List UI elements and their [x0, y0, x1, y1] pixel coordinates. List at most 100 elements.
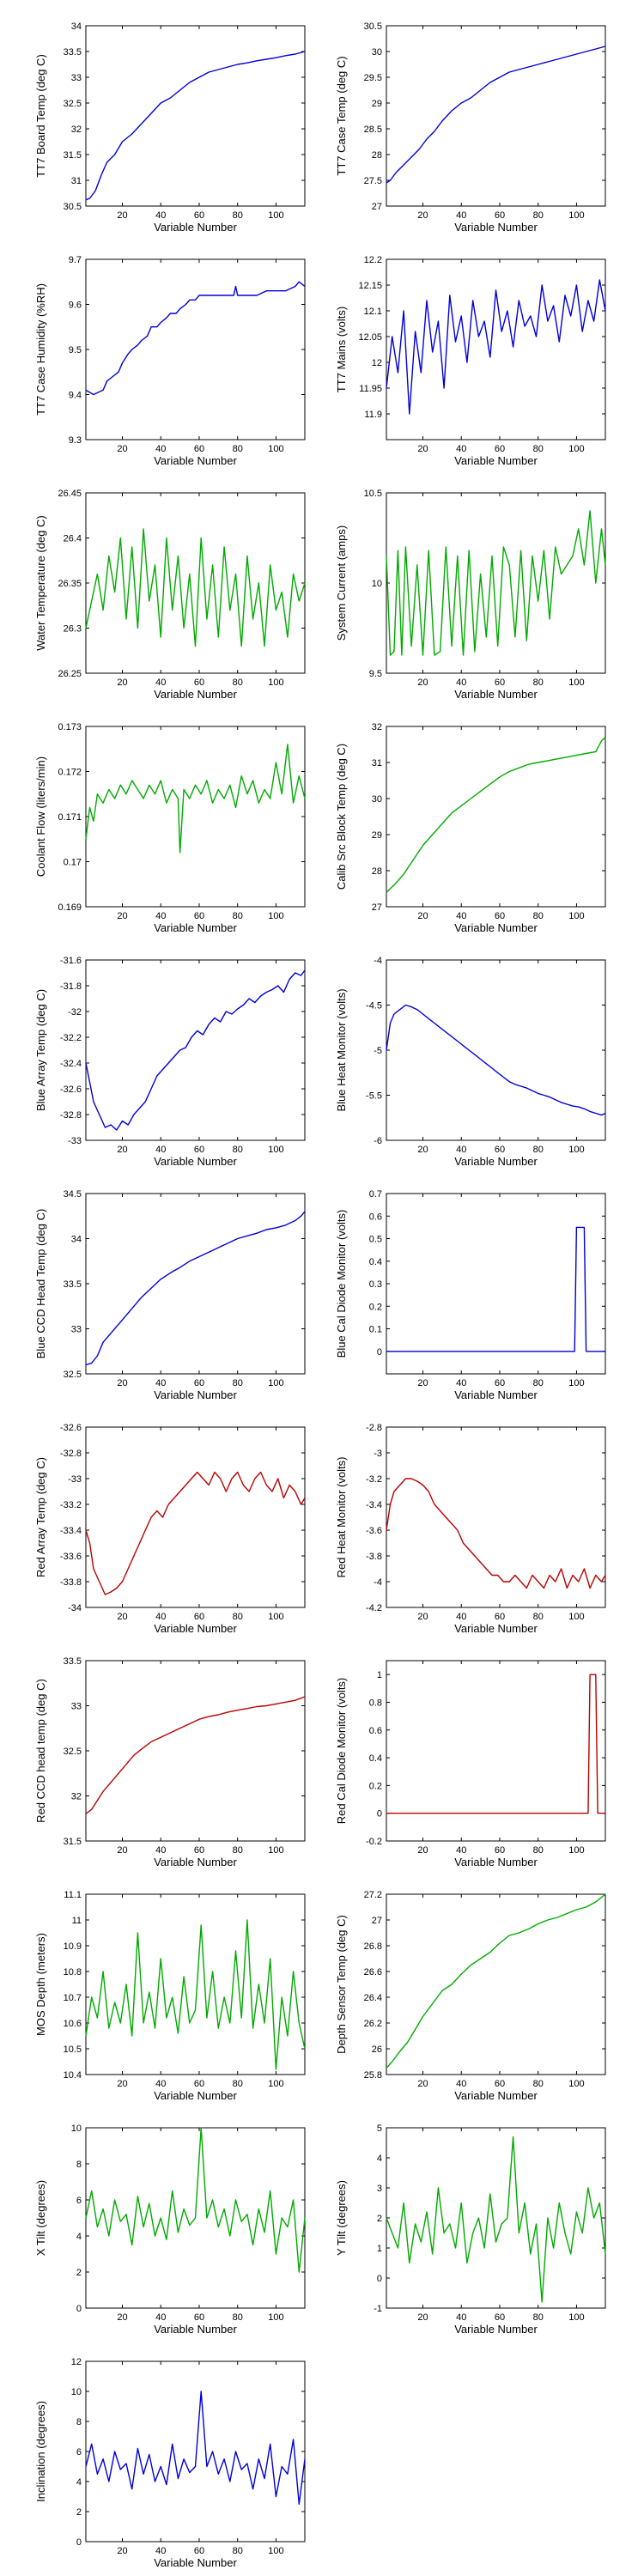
x-tick-label: 60: [194, 911, 204, 921]
chart-panel-11: 32.5 33 33.5 34 34.5 20 40 60 80 100 Variable Numb…: [34, 1189, 306, 1401]
y-tick-label: -5.5: [366, 1091, 382, 1102]
x-tick-label: 60: [495, 444, 505, 454]
y-tick-label: 27: [372, 1916, 382, 1926]
x-tick-label: 100: [568, 1145, 584, 1155]
chart-panel-13: -34 -33.8 -33.6 -33.4 -33.2 -33 -32.8 -32.6 20 40…: [34, 1423, 306, 1635]
y-tick-label: 31: [372, 758, 382, 769]
y-tick-label: 1: [377, 1670, 382, 1680]
plot-frame: [85, 25, 306, 207]
y-axis-label: Red Array Temp (deg C): [34, 1457, 47, 1577]
y-tick-label: 0.171: [58, 812, 82, 823]
chart-svg: 10.4 10.5 10.6 10.7 10.8 10.9 11 11.1 20 40 60 80 10…: [34, 1890, 306, 2102]
y-tick-label: 5: [377, 2123, 382, 2134]
y-tick-label: 0.3: [369, 1279, 382, 1290]
x-tick-label: 100: [568, 444, 584, 454]
x-tick-label: 80: [233, 1145, 243, 1155]
x-tick-label: 20: [117, 1378, 127, 1388]
y-tick-label: 31: [71, 176, 82, 186]
chart-panel-3: 9.3 9.4 9.5 9.6 9.7 20 40 60 80 100 Variable Numbe…: [34, 255, 306, 467]
x-tick-label: 60: [194, 2312, 204, 2323]
y-tick-label: -3: [374, 1449, 382, 1459]
y-tick-label: 10: [71, 2387, 82, 2397]
y-tick-label: -34: [68, 1603, 82, 1613]
y-axis-label: Y Tilt (degrees): [335, 2180, 348, 2256]
y-axis-label: Blue Cal Diode Monitor (volts): [335, 1210, 348, 1358]
x-tick-label: 20: [117, 2546, 127, 2556]
chart-svg: 32.5 33 33.5 34 34.5 20 40 60 80 100 Variable Numb…: [34, 1189, 306, 1401]
x-axis-label: Variable Number: [154, 454, 237, 467]
y-tick-label: 26: [372, 2044, 382, 2055]
y-axis-label: TT7 Board Temp (deg C): [34, 54, 47, 178]
plot-frame: [386, 959, 606, 1141]
x-tick-label: 80: [233, 2546, 243, 2556]
x-tick-label: 60: [194, 677, 204, 688]
y-tick-label: 2: [76, 2507, 82, 2518]
x-tick-label: 40: [456, 1612, 466, 1622]
x-tick-label: 20: [417, 2312, 428, 2323]
x-axis-label: Variable Number: [454, 1622, 538, 1635]
x-tick-label: 60: [194, 210, 204, 221]
x-tick-label: 60: [495, 2079, 505, 2089]
y-axis-label: X Tilt (degrees): [34, 2180, 47, 2256]
y-tick-label: 28: [372, 866, 382, 877]
chart-panel-12: 0 0.1 0.2 0.3 0.4 0.5 0.6 0.7 20 40 60 80 100 Variabl…: [335, 1189, 606, 1401]
y-tick-label: 30.5: [364, 21, 382, 32]
y-axis-label: Red Cal Diode Monitor (volts): [335, 1678, 348, 1825]
y-tick-label: 32: [372, 722, 382, 732]
y-axis-label: System Current (amps): [335, 526, 348, 641]
series-line: [85, 1696, 306, 1815]
y-tick-label: 29.5: [364, 73, 382, 83]
x-tick-label: 100: [568, 677, 584, 688]
y-tick-label: -33: [68, 1474, 82, 1485]
x-axis-label: Variable Number: [154, 2323, 237, 2336]
y-tick-label: 6: [76, 2196, 82, 2206]
y-tick-label: -5: [374, 1046, 382, 1056]
y-tick-label: 11: [72, 1916, 82, 1926]
x-tick-label: 40: [456, 444, 466, 454]
x-tick-label: 100: [268, 677, 283, 688]
y-axis-label: TT7 Mains (volts): [335, 307, 348, 392]
x-tick-label: 80: [533, 1378, 544, 1388]
plot-frame: [85, 1193, 306, 1375]
y-tick-label: -31.6: [60, 956, 82, 966]
y-tick-label: 0.169: [58, 902, 82, 913]
y-tick-label: 0.17: [64, 858, 82, 868]
y-axis-label: Coolant Flow (liters/min): [34, 756, 47, 877]
series-line: [386, 737, 606, 893]
series-line: [386, 1674, 605, 1814]
chart-panel-2: 27 27.5 28 28.5 29 29.5 30 30.5 20 40 60 80 100 Varia…: [335, 21, 606, 234]
y-tick-label: 1: [377, 2244, 382, 2254]
x-axis-label: Variable Number: [454, 454, 538, 467]
series-line: [85, 744, 306, 854]
chart-panel-7: 0.169 0.17 0.171 0.172 0.173 20 40 60 80 100 Varia…: [34, 722, 306, 934]
chart-svg: 9.5 10 10.5 20 40 60 80 100 Variable Number Syste…: [335, 489, 606, 701]
chart-svg: -1 0 1 2 3 4 5 20 40 60 80 100 Variable Number Y Tilt…: [335, 2123, 606, 2336]
plot-frame: [386, 1893, 606, 2075]
chart-panel-4: 11.9 11.95 12 12.05 12.1 12.15 12.2 20 40 60 80 100…: [335, 255, 606, 467]
x-tick-label: 20: [117, 210, 127, 221]
x-tick-label: 60: [495, 677, 505, 688]
y-tick-label: 26.45: [58, 489, 82, 499]
x-axis-label: Variable Number: [154, 1622, 237, 1635]
y-tick-label: 33.5: [64, 47, 82, 58]
y-tick-label: 4: [76, 2477, 82, 2488]
series-line: [85, 528, 306, 647]
y-tick-label: 0.172: [58, 768, 82, 778]
x-tick-label: 100: [268, 210, 283, 221]
x-tick-label: 40: [155, 2312, 166, 2323]
x-tick-label: 80: [533, 677, 544, 688]
x-tick-label: 60: [495, 210, 505, 221]
y-tick-label: 33.5: [64, 1656, 82, 1667]
plot-frame: [386, 492, 606, 674]
y-tick-label: -1: [374, 2304, 382, 2314]
x-axis-label: Variable Number: [154, 2556, 237, 2569]
y-axis-label: Blue Heat Monitor (volts): [335, 988, 348, 1111]
y-tick-label: 26.25: [58, 669, 82, 679]
series-line: [85, 2127, 306, 2273]
x-tick-label: 100: [268, 1378, 283, 1388]
series-line: [85, 1471, 306, 1595]
y-tick-label: -4: [374, 1577, 382, 1588]
chart-panel-6: 9.5 10 10.5 20 40 60 80 100 Variable Number Syste…: [335, 489, 606, 701]
x-axis-label: Variable Number: [454, 1155, 538, 1168]
